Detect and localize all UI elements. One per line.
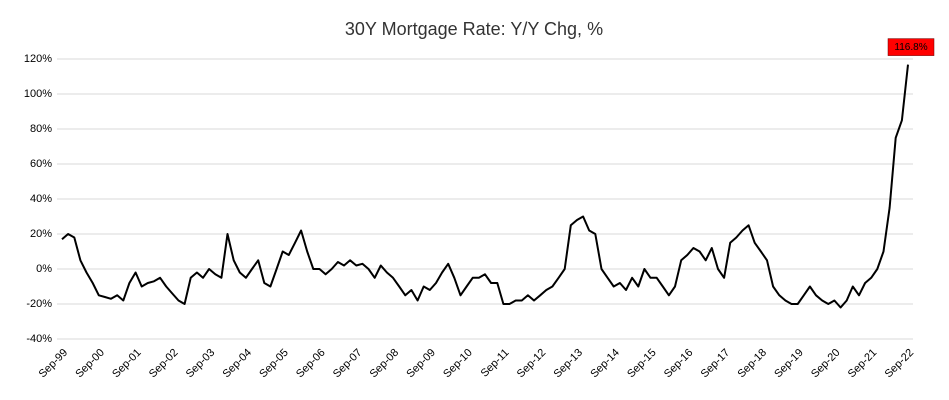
x-tick-label: Sep-08: [368, 347, 402, 381]
x-tick-label: Sep-10: [441, 347, 475, 381]
y-tick-label: -20%: [26, 298, 52, 310]
x-tick-label: Sep-21: [846, 347, 880, 381]
x-tick-label: Sep-16: [662, 347, 696, 381]
y-tick-label: 20%: [30, 228, 52, 240]
x-tick-label: Sep-12: [515, 347, 549, 381]
y-tick-label: 0%: [36, 263, 52, 275]
x-tick-label: Sep-05: [257, 347, 291, 381]
x-tick-label: Sep-02: [147, 347, 181, 381]
x-tick-label: Sep-20: [809, 347, 843, 381]
x-tick-label: Sep-03: [184, 347, 218, 381]
x-tick-label: Sep-17: [699, 347, 733, 381]
x-tick-label: Sep-06: [294, 347, 328, 381]
x-tick-label: Sep-11: [479, 347, 512, 380]
x-tick-label: Sep-14: [588, 347, 622, 381]
annotation-box: [887, 38, 935, 56]
data-line: [61, 64, 909, 309]
x-tick-label: Sep-99: [37, 347, 71, 381]
y-tick-label: -40%: [26, 333, 52, 345]
x-tick-label: Sep-15: [625, 347, 659, 381]
y-tick-label: 60%: [30, 158, 52, 170]
x-tick-label: Sep-07: [331, 347, 365, 381]
y-tick-label: 120%: [24, 53, 52, 65]
x-tick-label: Sep-19: [772, 347, 806, 381]
y-tick-label: 100%: [24, 88, 52, 100]
chart-title: 30Y Mortgage Rate: Y/Y Chg, %: [345, 19, 603, 39]
y-tick-label: 40%: [30, 193, 52, 205]
x-tick-label: Sep-09: [404, 347, 438, 381]
x-tick-label: Sep-00: [73, 347, 107, 381]
annotation-label: 116.8%: [894, 42, 927, 53]
x-tick-label: Sep-22: [883, 347, 917, 381]
x-tick-label: Sep-04: [221, 347, 255, 381]
x-tick-label: Sep-18: [735, 347, 769, 381]
y-tick-label: 80%: [30, 123, 52, 135]
x-tick-label: Sep-01: [110, 347, 144, 381]
x-tick-label: Sep-13: [552, 347, 586, 381]
